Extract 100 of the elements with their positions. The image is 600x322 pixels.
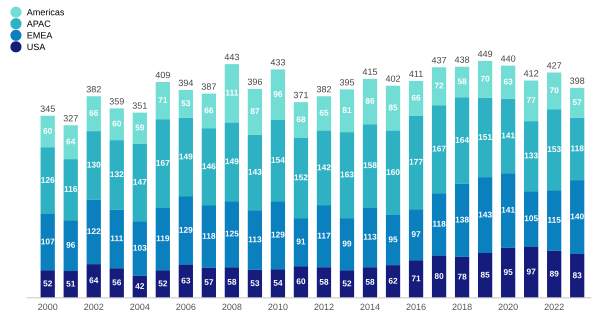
bar bbox=[454, 97, 470, 184]
bar bbox=[547, 190, 562, 251]
data-label: 163 bbox=[340, 172, 354, 178]
total-label: 443 bbox=[224, 54, 240, 60]
x-tick-label: 2012 bbox=[314, 304, 334, 310]
bar bbox=[432, 67, 446, 106]
bar bbox=[202, 128, 216, 206]
data-label: 99 bbox=[342, 240, 352, 247]
total-label: 371 bbox=[294, 92, 308, 98]
bar bbox=[386, 86, 400, 131]
total-label: 427 bbox=[546, 62, 562, 69]
data-label: 52 bbox=[158, 280, 168, 286]
bar bbox=[294, 218, 308, 266]
total-label: 409 bbox=[155, 72, 170, 78]
data-label: 72 bbox=[434, 82, 444, 88]
bar bbox=[248, 88, 262, 135]
bar bbox=[178, 196, 193, 265]
bar bbox=[86, 96, 101, 132]
total-label: 437 bbox=[432, 56, 446, 64]
data-label: 59 bbox=[135, 124, 144, 130]
bar bbox=[478, 60, 492, 98]
x-tick-label: 2020 bbox=[498, 304, 518, 310]
data-label: 151 bbox=[478, 134, 492, 140]
x-tick-label: 2006 bbox=[176, 304, 196, 310]
bar bbox=[86, 200, 101, 264]
bar bbox=[454, 256, 470, 298]
bar bbox=[178, 264, 193, 298]
data-label: 130 bbox=[87, 162, 100, 168]
data-label: 119 bbox=[156, 235, 170, 242]
bar bbox=[524, 80, 538, 122]
bar bbox=[316, 267, 332, 298]
bar bbox=[316, 130, 332, 206]
bar bbox=[547, 72, 562, 110]
x-tick-label: 2016 bbox=[406, 304, 426, 310]
bar bbox=[524, 191, 538, 247]
data-label: 66 bbox=[412, 94, 420, 101]
data-label: 53 bbox=[181, 100, 190, 106]
bar bbox=[432, 193, 446, 256]
bar bbox=[86, 264, 101, 298]
data-label: 71 bbox=[158, 97, 168, 103]
bar bbox=[40, 116, 55, 148]
bar bbox=[64, 159, 78, 220]
data-label: 138 bbox=[456, 216, 469, 223]
total-label: 440 bbox=[500, 55, 516, 62]
bar bbox=[478, 253, 492, 298]
data-label: 51 bbox=[66, 280, 76, 287]
data-label: 70 bbox=[480, 76, 490, 82]
bar bbox=[248, 134, 262, 210]
bar bbox=[64, 220, 78, 271]
bar bbox=[432, 105, 446, 194]
data-label: 85 bbox=[480, 272, 490, 278]
bar bbox=[340, 270, 354, 298]
data-label: 103 bbox=[133, 244, 146, 251]
bar bbox=[202, 94, 216, 128]
data-label: 58 bbox=[458, 78, 466, 84]
bar bbox=[570, 88, 584, 118]
bar bbox=[132, 112, 147, 144]
bar bbox=[570, 254, 584, 298]
bar bbox=[294, 266, 308, 298]
bar bbox=[340, 132, 354, 218]
bar bbox=[202, 206, 216, 268]
bar bbox=[132, 276, 147, 298]
data-label: 52 bbox=[342, 280, 352, 286]
data-label: 78 bbox=[458, 274, 466, 280]
data-label: 54 bbox=[274, 280, 283, 286]
data-label: 63 bbox=[504, 78, 512, 85]
total-label: 345 bbox=[40, 106, 55, 112]
x-tick-label: 2010 bbox=[268, 304, 288, 310]
data-label: 86 bbox=[366, 98, 374, 104]
data-label: 118 bbox=[570, 145, 584, 152]
data-label: 80 bbox=[434, 273, 444, 279]
x-tick-label: 2014 bbox=[360, 304, 380, 310]
bar bbox=[454, 184, 470, 257]
data-label: 141 bbox=[502, 206, 515, 213]
data-label: 111 bbox=[226, 90, 238, 96]
legend-label: EMEA bbox=[28, 32, 52, 38]
data-label: 96 bbox=[66, 242, 76, 248]
total-label: 411 bbox=[409, 70, 423, 77]
data-label: 146 bbox=[202, 163, 216, 170]
bar bbox=[40, 147, 55, 214]
total-label: 382 bbox=[86, 86, 101, 92]
bar bbox=[386, 215, 400, 266]
total-label: 387 bbox=[202, 83, 216, 90]
data-label: 152 bbox=[294, 174, 308, 180]
data-label: 97 bbox=[412, 231, 420, 238]
data-label: 111 bbox=[110, 235, 124, 242]
data-label: 70 bbox=[550, 87, 558, 94]
data-label: 115 bbox=[548, 216, 561, 223]
legend-label: APAC bbox=[26, 20, 50, 27]
data-label: 42 bbox=[135, 283, 144, 289]
data-label: 77 bbox=[526, 97, 536, 103]
bar bbox=[500, 98, 516, 174]
data-label: 95 bbox=[388, 236, 398, 242]
bar bbox=[178, 90, 193, 118]
bar bbox=[432, 256, 446, 298]
x-tick-label: 2002 bbox=[84, 304, 104, 310]
data-label: 97 bbox=[526, 268, 536, 274]
bar bbox=[156, 270, 170, 298]
data-label: 57 bbox=[204, 279, 214, 286]
data-label: 83 bbox=[572, 272, 582, 278]
